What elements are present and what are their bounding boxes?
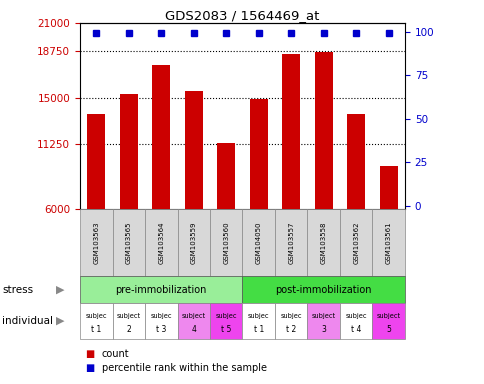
Bar <box>282 54 300 209</box>
Text: 2: 2 <box>126 326 131 334</box>
Bar <box>314 51 332 209</box>
Title: GDS2083 / 1564469_at: GDS2083 / 1564469_at <box>165 9 319 22</box>
Bar <box>184 91 202 209</box>
Text: t 1: t 1 <box>253 326 263 334</box>
Bar <box>249 99 267 209</box>
Text: ▶: ▶ <box>56 285 65 295</box>
Bar <box>217 144 235 209</box>
Text: subject: subject <box>311 313 335 319</box>
Text: percentile rank within the sample: percentile rank within the sample <box>102 363 266 373</box>
Text: GSM103561: GSM103561 <box>385 222 391 264</box>
Bar <box>379 166 397 209</box>
Bar <box>347 114 364 209</box>
Text: ▶: ▶ <box>56 316 65 326</box>
Bar <box>120 94 137 209</box>
Text: t 4: t 4 <box>350 326 361 334</box>
Bar <box>152 65 170 209</box>
Text: t 3: t 3 <box>156 326 166 334</box>
Text: t 2: t 2 <box>286 326 296 334</box>
Text: 4: 4 <box>191 326 196 334</box>
Text: subjec: subjec <box>150 313 172 319</box>
Text: GSM103558: GSM103558 <box>320 222 326 264</box>
Text: t 5: t 5 <box>221 326 231 334</box>
Text: GSM103559: GSM103559 <box>190 222 197 264</box>
Text: pre-immobilization: pre-immobilization <box>115 285 207 295</box>
Text: GSM103565: GSM103565 <box>125 222 132 264</box>
Text: subject: subject <box>117 313 140 319</box>
Text: GSM103560: GSM103560 <box>223 222 229 264</box>
Text: subjec: subjec <box>215 313 237 319</box>
Bar <box>87 114 105 209</box>
Text: post-immobilization: post-immobilization <box>275 285 371 295</box>
Text: subject: subject <box>376 313 400 319</box>
Text: subjec: subjec <box>345 313 366 319</box>
Text: individual: individual <box>2 316 53 326</box>
Text: 3: 3 <box>320 326 326 334</box>
Text: ■: ■ <box>85 363 94 373</box>
Text: GSM104050: GSM104050 <box>255 222 261 264</box>
Text: count: count <box>102 349 129 359</box>
Text: GSM103562: GSM103562 <box>352 222 359 264</box>
Text: 5: 5 <box>385 326 391 334</box>
Text: subject: subject <box>182 313 205 319</box>
Text: GSM103564: GSM103564 <box>158 222 164 264</box>
Text: subjec: subjec <box>247 313 269 319</box>
Text: GSM103563: GSM103563 <box>93 222 99 264</box>
Text: subjec: subjec <box>280 313 302 319</box>
Text: subjec: subjec <box>85 313 107 319</box>
Text: stress: stress <box>2 285 33 295</box>
Text: t 1: t 1 <box>91 326 101 334</box>
Text: GSM103557: GSM103557 <box>287 222 294 264</box>
Text: ■: ■ <box>85 349 94 359</box>
